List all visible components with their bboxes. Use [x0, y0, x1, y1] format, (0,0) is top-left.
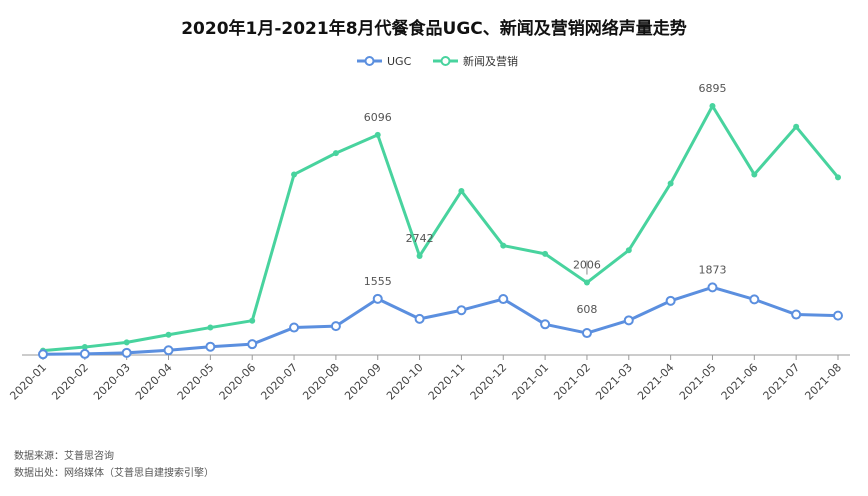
data-label: 1873: [698, 263, 726, 276]
data-point: [751, 171, 758, 178]
data-point: [625, 247, 632, 254]
data-label: 608: [576, 303, 597, 316]
data-point: [81, 344, 88, 351]
x-tick-label: 2020-06: [217, 361, 259, 403]
legend-marker-1: [440, 56, 451, 66]
data-point: [791, 309, 802, 320]
x-tick-label: 2020-11: [426, 361, 468, 403]
x-tick-label: 2021-05: [677, 361, 719, 403]
data-point: [623, 315, 634, 326]
data-origin-note: 数据出处：网络媒体（艾普思自建搜索引擎）: [14, 468, 214, 479]
x-tick-label: 2021-01: [510, 361, 552, 403]
data-point: [500, 242, 507, 249]
data-point: [540, 319, 551, 330]
chart-title: 2020年1月-2021年8月代餐食品UGC、新闻及营销网络声量走势: [181, 19, 687, 39]
x-tick-label: 2021-03: [593, 361, 635, 403]
data-point: [121, 347, 132, 358]
x-tick-label: 2020-02: [49, 361, 91, 403]
data-point: [498, 294, 509, 305]
series-line-UGC: [42, 285, 839, 356]
data-point: [247, 339, 258, 350]
x-tick-label: 2021-06: [719, 361, 761, 403]
data-point: [372, 293, 383, 304]
x-tick-label: 2020-12: [468, 361, 510, 403]
legend-label-1: 新闻及营销: [463, 54, 518, 68]
x-tick-label: 2020-03: [91, 361, 133, 403]
data-point: [833, 310, 843, 321]
x-tick-label: 2020-05: [175, 361, 217, 403]
data-point: [123, 339, 130, 346]
data-label: 1555: [364, 275, 392, 288]
data-point: [38, 349, 48, 360]
data-point: [581, 328, 592, 339]
x-tick-label: 2021-07: [761, 361, 803, 403]
data-point: [79, 348, 90, 359]
data-point: [332, 150, 339, 157]
data-point: [793, 123, 800, 130]
data-point: [330, 321, 341, 332]
data-point: [665, 295, 676, 306]
data-point: [414, 313, 425, 324]
x-tick-label: 2020-10: [384, 361, 426, 403]
data-point: [374, 131, 381, 138]
data-point: [835, 174, 841, 181]
data-point: [207, 324, 214, 331]
data-point: [291, 171, 298, 178]
x-tick-label: 2020-09: [342, 361, 384, 403]
data-point: [707, 282, 718, 293]
data-point: [165, 331, 172, 338]
data-point: [456, 305, 467, 316]
x-tick-label: 2021-04: [635, 361, 677, 403]
legend-marker-0: [364, 56, 375, 66]
data-point: [416, 252, 423, 259]
legend-label-0: UGC: [387, 55, 412, 68]
data-point: [205, 341, 216, 352]
data-point: [249, 317, 256, 324]
data-point: [709, 103, 716, 110]
data-label: 2742: [406, 232, 434, 245]
x-tick-label: 2021-02: [551, 361, 593, 403]
data-point: [542, 250, 549, 257]
data-label: 6096: [364, 111, 392, 124]
x-tick-label: 2021-08: [802, 361, 844, 403]
x-tick-label: 2020-01: [7, 361, 49, 403]
data-point: [749, 294, 760, 305]
data-point: [289, 322, 300, 333]
data-point: [583, 279, 590, 286]
x-tick-label: 2020-04: [133, 361, 175, 403]
x-tick-label: 2020-08: [300, 361, 342, 403]
data-source-note: 数据来源：艾普思咨询: [14, 451, 114, 462]
x-tick-label: 2020-07: [258, 361, 300, 403]
data-label: 6895: [698, 82, 726, 95]
series-line-新闻及营销: [42, 104, 840, 353]
data-point: [458, 188, 465, 195]
data-point: [667, 180, 674, 187]
data-point: [163, 345, 174, 356]
